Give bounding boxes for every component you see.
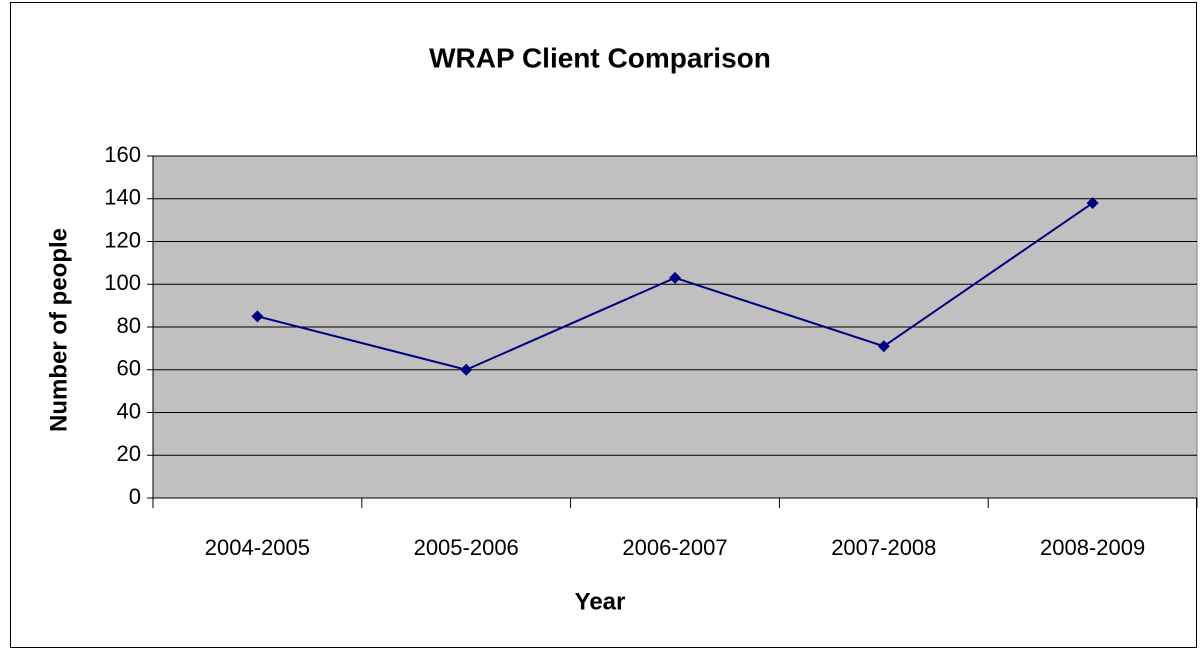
y-axis-label: Number of people [45,228,72,432]
x-tick-label: 2007-2008 [831,535,936,560]
y-tick-label: 160 [104,142,141,167]
x-axis-label: Year [575,588,626,615]
y-tick-label: 80 [117,313,141,338]
y-tick-label: 0 [129,484,141,509]
data-marker [251,310,264,323]
y-tick-label: 20 [117,441,141,466]
data-marker [460,363,473,376]
x-tick-label: 2006-2007 [622,535,727,560]
data-marker [877,340,890,353]
y-tick-label: 40 [117,398,141,423]
x-tick-label: 2005-2006 [414,535,519,560]
y-tick-label: 100 [104,270,141,295]
chart-title: WRAP Client Comparison [429,42,771,73]
data-marker [1086,197,1099,210]
x-tick-label: 2008-2009 [1040,535,1145,560]
y-tick-label: 140 [104,185,141,210]
data-marker [669,271,681,284]
x-tick-label: 2004-2005 [205,535,310,560]
y-tick-label: 60 [117,356,141,381]
y-tick-label: 120 [104,227,141,252]
